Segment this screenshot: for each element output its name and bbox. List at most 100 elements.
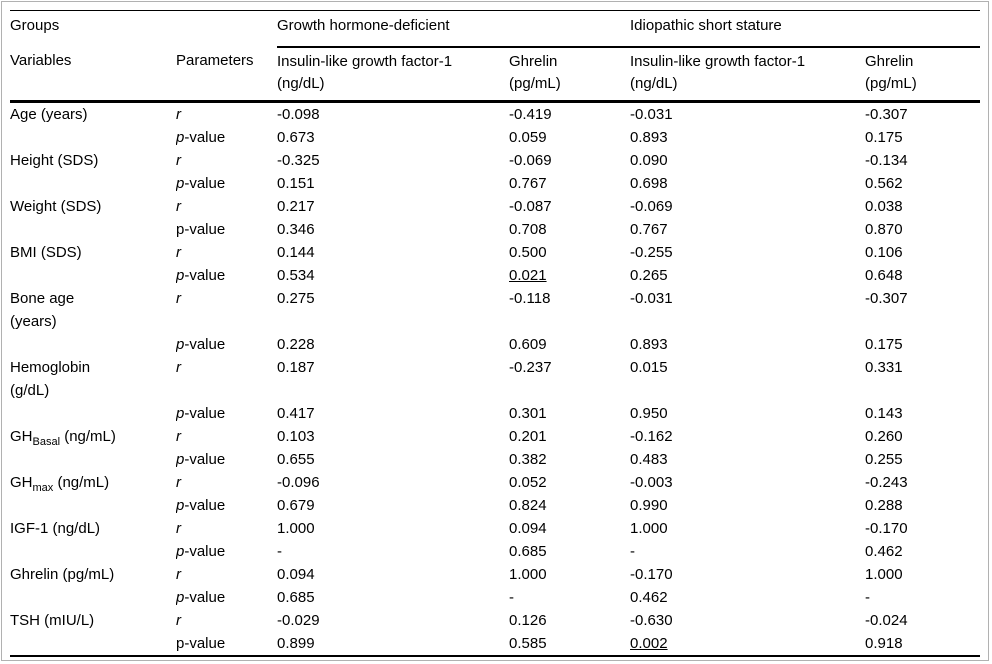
value-cell: - [865,589,871,606]
variable-cell [10,540,176,563]
parameter-label: p [176,175,185,192]
value-cell: 0.002 [630,632,865,656]
value-cell: 1.000 [277,520,315,537]
value-cell: 0.059 [509,129,547,146]
parameter-label: r [176,106,181,123]
parameter-label: r [176,244,181,261]
value-cell: 0.648 [865,267,903,284]
value-cell: 0.151 [277,175,315,192]
table-row: p-value 0.534 0.021 0.265 0.648 [10,264,980,287]
value-cell: -0.237 [509,359,552,376]
value-cell: 0.187 [277,359,315,376]
value-cell: -0.031 [630,106,673,123]
table-row: IGF-1 (ng/dL) r 1.000 0.094 1.000 -0.170 [10,517,980,540]
column-header-row: Variables Parameters Insulin-like growth… [10,47,981,103]
variable-cell: IGF-1 (ng/dL) [10,517,176,540]
table-row: GHmax (ng/mL) r -0.096 0.052 -0.003 -0.243 [10,471,980,494]
value-cell: 0.255 [865,451,903,468]
value-cell: 1.000 [509,566,547,583]
parameter-cell: r [176,425,277,448]
variable-text: BMI (SDS) [10,244,82,261]
variables-label: Variables [10,47,176,103]
variable-cell [10,264,176,287]
value-cell: 0.015 [630,359,668,376]
parameter-cell: p-value [176,497,226,514]
value-cell: 0.655 [277,451,315,468]
variable-text: GH [10,474,33,491]
value-cell: -0.029 [277,612,320,629]
value-cell: 0.144 [277,244,315,261]
value-cell: 0.562 [865,175,903,192]
parameter-cell: p-value [176,221,226,238]
value-cell: -0.170 [630,566,673,583]
table-row: p-value 0.228 0.609 0.893 0.175 [10,333,980,356]
variable-text: Ghrelin (pg/mL) [10,566,115,583]
value-cell: -0.243 [865,474,908,491]
value-cell: -0.419 [509,106,552,123]
value-cell: -0.069 [630,198,673,215]
table-row: p-value 0.899 0.585 0.002 0.918 [10,632,980,656]
parameter-label: r [176,428,181,445]
groups-label: Groups [10,17,60,34]
parameter-cell: r [176,241,277,264]
value-cell: -0.162 [630,428,673,445]
parameters-label: Parameters [176,47,278,103]
value-cell: -0.630 [630,612,673,629]
variable-cell [10,494,176,517]
value-cell: -0.031 [630,290,673,307]
table-row: Age (years) r -0.098 -0.419 -0.031 -0.307 [10,102,980,127]
parameter-cell: r [176,471,277,494]
value-cell: 0.094 [509,520,547,537]
column-header-iss-igf1: Insulin-like growth factor-1 (ng/dL) [630,47,866,103]
group-header-row: Groups Growth hormone-deficient Idiopath… [10,10,981,48]
variable-cell [10,333,176,356]
table-row: TSH (mIU/L) r -0.029 0.126 -0.630 -0.024 [10,609,980,632]
value-cell: -0.096 [277,474,320,491]
parameter-label: r [176,152,181,169]
variable-text: (ng/mL) [60,428,116,445]
value-cell: -0.098 [277,106,320,123]
parameter-label: r [176,290,181,307]
value-cell: 0.462 [630,589,668,606]
value-cell: 0.301 [509,405,547,422]
parameter-cell: r [176,149,277,172]
significant-p-value: 0.021 [509,267,547,284]
table-row: p-value 0.685 - 0.462 - [10,586,980,609]
table-row: p-value 0.346 0.708 0.767 0.870 [10,218,980,241]
value-cell: 0.265 [630,267,668,284]
variable-cell: GHmax (ng/mL) [10,471,176,494]
value-cell: -0.255 [630,244,673,261]
value-cell: 0.228 [277,336,315,353]
value-cell: 0.106 [865,244,903,261]
parameter-label: p [176,267,185,284]
parameter-cell: p-value [176,543,226,560]
variable-cell [10,632,176,656]
parameter-label: p [176,129,185,146]
value-cell: 0.534 [277,267,315,284]
table-header: Groups Growth hormone-deficient Idiopath… [10,10,981,103]
variable-cell: Hemoglobin (g/dL) [10,356,176,402]
value-cell: 0.950 [630,405,668,422]
table-row: Weight (SDS) r 0.217 -0.087 -0.069 0.038 [10,195,980,218]
value-cell: 1.000 [630,520,668,537]
value-cell: -0.307 [865,290,908,307]
table-row: GHBasal (ng/mL) r 0.103 0.201 -0.162 0.260 [10,425,980,448]
parameter-label: p [176,543,185,560]
value-cell: 0.288 [865,497,903,514]
value-cell: 0.500 [509,244,547,261]
value-cell: 0.824 [509,497,547,514]
parameter-cell: r [176,609,277,632]
table-row: p-value 0.151 0.767 0.698 0.562 [10,172,980,195]
value-cell: 0.175 [865,129,903,146]
value-cell: 0.143 [865,405,903,422]
value-cell: 0.201 [509,428,547,445]
value-cell: 0.094 [277,566,315,583]
column-header-line2: (pg/mL) [509,75,561,92]
value-cell: 0.275 [277,290,315,307]
value-cell: 0.899 [277,635,315,652]
significant-p-value: 0.002 [630,635,668,652]
parameter-cell: p-value [176,451,226,468]
value-cell: 0.698 [630,175,668,192]
group-header-iss: Idiopathic short stature [630,10,981,48]
